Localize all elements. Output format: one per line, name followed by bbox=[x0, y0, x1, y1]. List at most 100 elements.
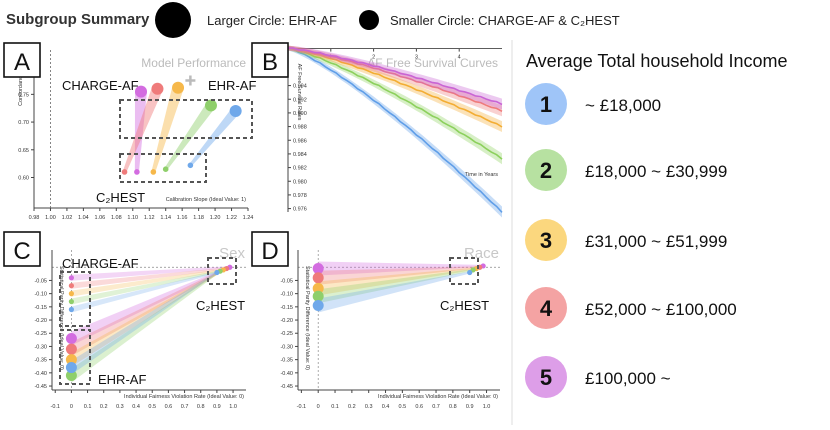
c-ehr-point-4 bbox=[65, 343, 77, 355]
a-ehr-point-1 bbox=[229, 104, 242, 117]
d-c2hest-point-1 bbox=[467, 269, 473, 276]
c-annot-ehr: EHR-AF bbox=[98, 372, 146, 387]
c-y-tick-label: -0.05 bbox=[34, 278, 47, 284]
d-y-tick-label: -0.35 bbox=[280, 358, 293, 364]
c-y-tick-label: -0.45 bbox=[34, 384, 47, 390]
c-x-tick-label: 1.0 bbox=[229, 404, 237, 410]
panel-label-C: C bbox=[13, 238, 30, 265]
a-x-tick-label: 1.02 bbox=[62, 215, 73, 221]
d-x-tick-label: 0.4 bbox=[382, 404, 390, 410]
c-x-tick-label: 0.5 bbox=[148, 404, 156, 410]
d-annot-c2hest: C₂HEST bbox=[440, 298, 489, 313]
d-x-tick-label: 0.6 bbox=[415, 404, 423, 410]
c-band-ehr-4 bbox=[71, 267, 227, 357]
a-x-tick-label: 1.08 bbox=[111, 215, 122, 221]
panel-c-sex-fairness: -0.1 0 0.1 0.2 0.3 0.4 0.5 0.6 0.7 0.8 0.9 1.0-0.05… bbox=[3, 231, 246, 410]
c-y-tick-label: -0.25 bbox=[34, 331, 47, 337]
a-x-tick-label: 1.12 bbox=[144, 215, 155, 221]
d-band-ehr-5 bbox=[318, 261, 484, 276]
panel-label-box-C bbox=[3, 231, 41, 267]
c-band-ehr-3 bbox=[71, 268, 224, 367]
b-x-tick-label: 4 bbox=[458, 55, 461, 61]
b-band-3 bbox=[288, 45, 502, 132]
legend-circle-4 bbox=[525, 287, 567, 329]
legend-label-2: £18,000 ~ £30,999 bbox=[585, 162, 727, 181]
a-x-label: Calibration Slope (Ideal Value: 1) bbox=[166, 197, 246, 203]
legend-number-1: 1 bbox=[540, 92, 552, 117]
b-y-label: AF Free Survival Rates bbox=[296, 64, 302, 121]
d-y-tick-label: -0.45 bbox=[280, 384, 293, 390]
c-charge-point-5 bbox=[68, 275, 74, 281]
b-line-2 bbox=[287, 47, 503, 160]
legend-number-3: 3 bbox=[540, 228, 552, 253]
a-y-tick-label: 0.65 bbox=[18, 148, 29, 154]
c-annot-c2hest: C₂HEST bbox=[196, 298, 245, 313]
c-charge-point-3 bbox=[68, 291, 74, 297]
b-y-tick-label: 0.976 bbox=[293, 207, 307, 213]
d-x-tick-label: 0 bbox=[317, 404, 320, 410]
panel-d-race-fairness: -0.1 0 0.1 0.2 0.3 0.4 0.5 0.6 0.7 0.8 0.9 1.0-0.05… bbox=[251, 231, 500, 410]
panel-label-D: D bbox=[261, 238, 278, 265]
c-band-charge-2 bbox=[71, 270, 221, 305]
c-x-tick-label: 0.9 bbox=[213, 404, 221, 410]
d-x-label: Individual Fairness Violation Rate (Idea… bbox=[378, 394, 498, 400]
b-y-tick-label: 0.990 bbox=[293, 111, 307, 117]
d-y-tick-label: -0.05 bbox=[280, 278, 293, 284]
a-y-label: Concordance Index bbox=[18, 58, 24, 106]
larger-circle-label: Larger Circle: EHR-AF bbox=[207, 13, 337, 28]
c-ehr-point-3 bbox=[65, 354, 77, 366]
b-line-5 bbox=[287, 47, 503, 106]
c-band-ehr-5 bbox=[71, 266, 230, 346]
d-y-tick-label: -0.30 bbox=[280, 344, 293, 350]
b-x-tick-label: 3 bbox=[415, 55, 418, 61]
d-y-tick-label: -0.15 bbox=[280, 305, 293, 311]
a-y-tick-label: 0.75 bbox=[18, 92, 29, 98]
c-charge-point-2 bbox=[68, 298, 74, 305]
d-x-tick-label: 0.5 bbox=[399, 404, 407, 410]
a-x-tick-label: 1.06 bbox=[94, 215, 105, 221]
d-x-tick-label: 0.8 bbox=[449, 404, 457, 410]
panel-label-box-A bbox=[3, 42, 41, 78]
panel-label-B: B bbox=[262, 49, 278, 76]
small-circle-icon bbox=[359, 10, 379, 30]
c-band-ehr-2 bbox=[71, 270, 221, 383]
a-y-tick-label: 0.60 bbox=[18, 176, 29, 182]
b-band-4 bbox=[288, 45, 502, 117]
c-x-tick-label: -0.1 bbox=[50, 404, 59, 410]
b-y-tick-label: 0.984 bbox=[293, 152, 307, 158]
a-annot-charge: CHARGE-AF bbox=[62, 78, 139, 93]
c-ehr-point-2 bbox=[65, 369, 77, 381]
panel-label-box-D bbox=[251, 231, 289, 267]
panel-label-A: A bbox=[14, 49, 30, 76]
c-band-charge-4 bbox=[71, 267, 227, 289]
c-band-charge-3 bbox=[71, 268, 224, 297]
b-y-tick-label: 0.978 bbox=[293, 193, 307, 199]
a-band-5 bbox=[134, 91, 147, 172]
panel-a-model-performance: 0.98 1.00 1.02 1.04 1.06 1.08 1.10 1.12 1.14 1.16… bbox=[3, 42, 256, 221]
b-x-tick-label: 1 bbox=[329, 55, 332, 61]
d-x-tick-label: -0.1 bbox=[297, 404, 306, 410]
d-ehr-point-5 bbox=[312, 263, 324, 275]
legend-label-4: £52,000 ~ £100,000 bbox=[585, 300, 737, 319]
b-band-5 bbox=[288, 45, 502, 110]
c-x-label: Individual Fairness Violation Rate (Idea… bbox=[124, 394, 244, 400]
a-ehr-point-5 bbox=[135, 85, 147, 98]
d-x-tick-label: 0.9 bbox=[466, 404, 474, 410]
panel-label-box-B bbox=[251, 42, 289, 78]
a-small-box bbox=[119, 153, 207, 183]
c-y-tick-label: -0.40 bbox=[34, 371, 47, 377]
a-band-4 bbox=[122, 88, 164, 172]
a-annot-ehr: EHR-AF bbox=[208, 78, 256, 93]
d-y-tick-label: -0.40 bbox=[280, 371, 293, 377]
legend-number-2: 2 bbox=[540, 158, 552, 183]
legend-circle-3 bbox=[525, 219, 567, 261]
d-band-ehr-1 bbox=[318, 271, 470, 313]
legend-title: Average Total household Income bbox=[526, 51, 788, 71]
legend-circle-2 bbox=[525, 149, 567, 191]
c-x-tick-label: 0.6 bbox=[165, 404, 173, 410]
d-y-label: Statistical Parity Difference (Ideal Val… bbox=[304, 266, 310, 370]
a-small-point-1 bbox=[187, 162, 194, 169]
b-y-tick-label: 0.982 bbox=[293, 166, 307, 172]
a-ehr-point-3 bbox=[172, 81, 185, 94]
